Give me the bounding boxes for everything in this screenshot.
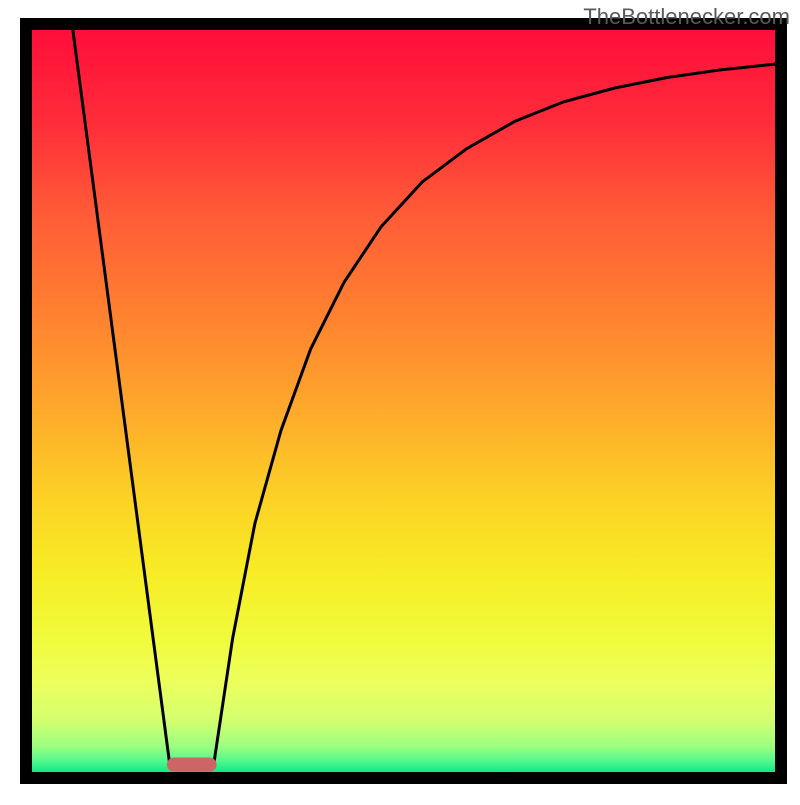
plot-area [32, 30, 775, 772]
chart-svg [0, 0, 800, 800]
bottleneck-chart: TheBottlenecker.com [0, 0, 800, 800]
watermark-text: TheBottlenecker.com [583, 4, 790, 30]
minimum-marker [167, 758, 217, 772]
